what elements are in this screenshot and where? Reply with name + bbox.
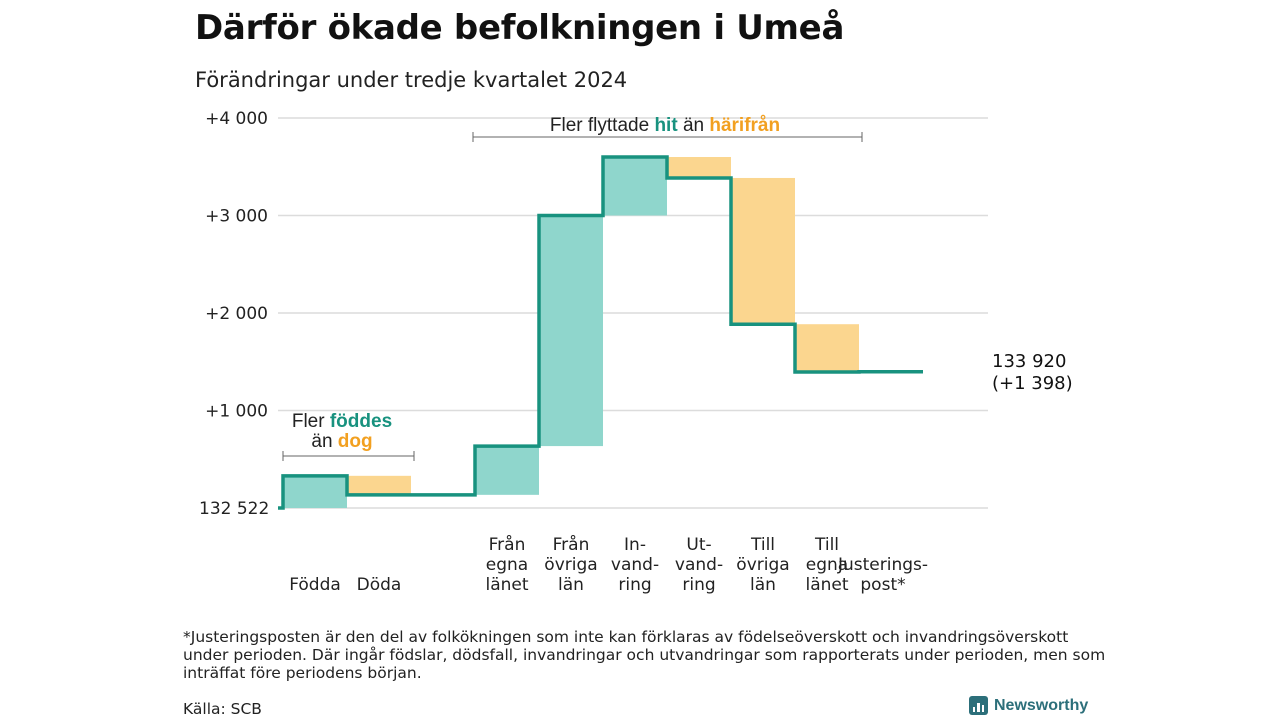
category-label: övriga (544, 555, 597, 575)
category-label: ring (618, 575, 651, 595)
chart-title: Därför ökade befolkningen i Umeå (195, 8, 845, 48)
y-tick-label: +3 000 (205, 207, 268, 227)
category-label: Från (553, 534, 590, 555)
bar-chart-icon (969, 696, 988, 715)
births-annotation-line1: Fler föddes (292, 411, 392, 432)
category-label: län (558, 575, 584, 595)
bar-8 (795, 324, 859, 372)
category-label: egna (806, 555, 848, 575)
source-note: Källa: SCB (183, 700, 262, 718)
category-label: Justerings- (837, 555, 928, 575)
category-label: Döda (357, 575, 402, 595)
level-line (278, 155, 923, 510)
category-label: Till (814, 535, 839, 555)
bar-7 (731, 177, 795, 325)
bar-1 (347, 475, 411, 495)
category-label: länet (805, 575, 848, 595)
end-change-label: (+1 398) (992, 373, 1073, 394)
bars (283, 157, 859, 508)
category-label: post* (860, 575, 905, 595)
category-label: län (750, 575, 776, 595)
waterfall-chart: +4 000+3 000+2 000+1 000 Födda DödaFråneg… (199, 109, 1073, 595)
annotations: Fler föddes än dog Fler flyttade hit än … (282, 115, 863, 461)
y-tick-label: +4 000 (205, 109, 268, 129)
bar-3 (475, 446, 539, 495)
category-labels: Födda DödaFrånegnalänetFrånövrigalänIn-va… (289, 534, 928, 595)
end-value-label: 133 920 (992, 351, 1066, 372)
category-label: länet (485, 575, 528, 595)
y-tick-label: +1 000 (205, 402, 268, 422)
bar-5 (603, 157, 667, 216)
y-tick-label: +2 000 (205, 304, 268, 324)
y-tick-labels: +4 000 +3 000 +2 000 +1 000 (205, 109, 268, 422)
category-label: ring (682, 575, 715, 595)
bar-0 (283, 475, 347, 508)
bar-4 (539, 215, 603, 447)
migration-annotation: Fler flyttade hit än härifrån (550, 115, 780, 136)
category-label: vand- (675, 555, 723, 575)
category-label: egna (486, 555, 528, 575)
level-line-path (278, 155, 923, 510)
births-annotation-line2: än dog (311, 431, 372, 452)
category-label: Ut- (686, 535, 711, 555)
category-label: In- (624, 535, 646, 555)
category-label: vand- (611, 555, 659, 575)
category-label: Födda (289, 575, 341, 595)
bar-6 (667, 157, 731, 178)
chart-subtitle: Förändringar under tredje kvartalet 2024 (195, 68, 628, 92)
start-value-label: 132 522 (199, 499, 269, 519)
category-label: Från (489, 534, 526, 555)
brand-name: Newsworthy (994, 696, 1089, 714)
category-label: Till (750, 535, 775, 555)
newsworthy-logo: Newsworthy (969, 696, 1088, 715)
category-label: övriga (736, 555, 789, 575)
footnote: *Justeringsposten är den del av folkökni… (183, 628, 1106, 682)
